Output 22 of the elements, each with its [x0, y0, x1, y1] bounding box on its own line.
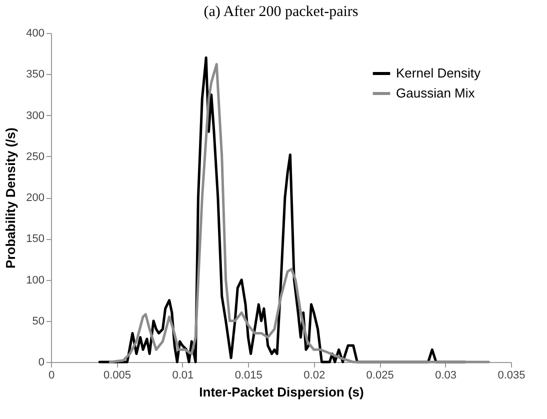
- x-tick-label: 0.02: [304, 370, 326, 382]
- y-tick-label: 350: [26, 68, 44, 81]
- y-tick-label: 400: [26, 28, 44, 40]
- y-axis-title: Probability Density (/s): [3, 128, 18, 268]
- y-tick-label: 0: [38, 356, 44, 368]
- legend-label: Kernel Density: [396, 66, 482, 80]
- x-axis-title: Inter-Packet Dispersion (s): [199, 384, 364, 400]
- x-tick-label: 0.005: [103, 370, 131, 382]
- x-tick-label: 0.035: [498, 370, 526, 382]
- legend-label: Gaussian Mix: [396, 86, 476, 100]
- chart-title: (a) After 200 packet-pairs: [204, 4, 358, 20]
- y-tick-label: 200: [26, 192, 44, 204]
- y-tick-label: 300: [26, 110, 44, 122]
- x-tick-label: 0: [48, 370, 55, 382]
- y-tick-label: 50: [32, 315, 44, 328]
- x-tick-label: 0.01: [172, 370, 194, 382]
- x-tick-label: 0.015: [234, 370, 262, 382]
- y-tick-label: 150: [26, 233, 44, 246]
- x-tick-label: 0.03: [435, 370, 456, 382]
- x-tick-label: 0.025: [366, 370, 394, 382]
- y-tick-label: 100: [26, 274, 44, 286]
- y-tick-label: 250: [26, 150, 44, 163]
